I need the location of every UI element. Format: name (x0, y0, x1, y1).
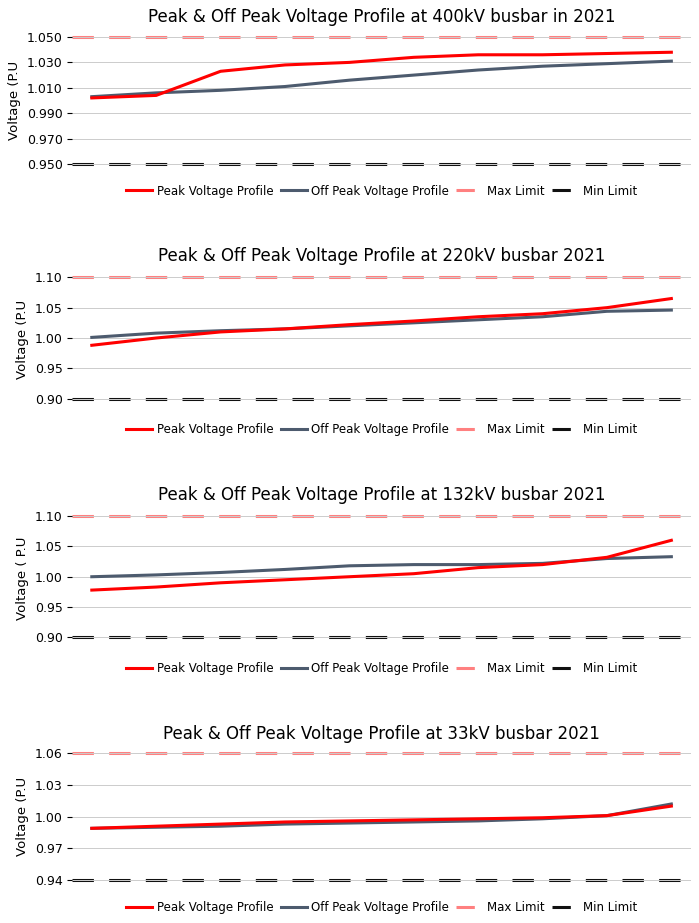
Title: Peak & Off Peak Voltage Profile at 220kV busbar 2021: Peak & Off Peak Voltage Profile at 220kV… (158, 247, 605, 265)
Legend: Peak Voltage Profile, Off Peak Voltage Profile, Max Limit, Min Limit: Peak Voltage Profile, Off Peak Voltage P… (127, 901, 637, 914)
Y-axis label: Voltage (P.U: Voltage (P.U (16, 777, 29, 857)
Title: Peak & Off Peak Voltage Profile at 400kV busbar in 2021: Peak & Off Peak Voltage Profile at 400kV… (147, 8, 615, 27)
Y-axis label: Voltage (P.U: Voltage (P.U (8, 61, 22, 140)
Title: Peak & Off Peak Voltage Profile at 132kV busbar 2021: Peak & Off Peak Voltage Profile at 132kV… (158, 485, 605, 504)
Y-axis label: Voltage (P.U: Voltage (P.U (16, 300, 29, 378)
Y-axis label: Voltage ( P.U: Voltage ( P.U (16, 536, 29, 619)
Legend: Peak Voltage Profile, Off Peak Voltage Profile, Max Limit, Min Limit: Peak Voltage Profile, Off Peak Voltage P… (127, 424, 637, 437)
Title: Peak & Off Peak Voltage Profile at 33kV busbar 2021: Peak & Off Peak Voltage Profile at 33kV … (163, 725, 600, 742)
Legend: Peak Voltage Profile, Off Peak Voltage Profile, Max Limit, Min Limit: Peak Voltage Profile, Off Peak Voltage P… (127, 662, 637, 675)
Legend: Peak Voltage Profile, Off Peak Voltage Profile, Max Limit, Min Limit: Peak Voltage Profile, Off Peak Voltage P… (127, 185, 637, 198)
